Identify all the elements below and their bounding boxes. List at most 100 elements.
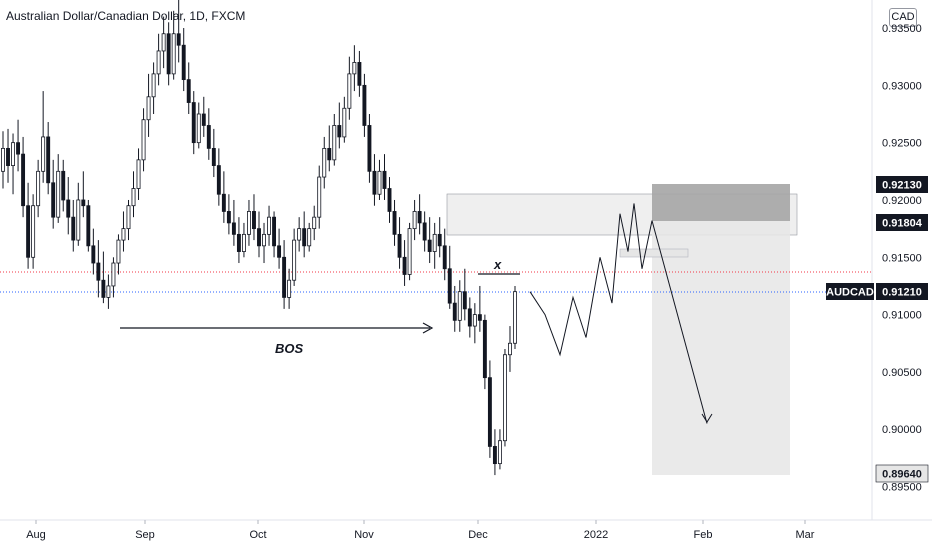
candle bbox=[121, 211, 126, 252]
candle bbox=[297, 217, 302, 252]
price-badge-1: 0.91804 bbox=[876, 214, 928, 231]
candle bbox=[327, 125, 332, 172]
price-badge-2: 0.89640 bbox=[875, 464, 929, 483]
svg-text:0.91804: 0.91804 bbox=[882, 218, 923, 230]
candle bbox=[332, 114, 337, 166]
svg-text:AUDCAD: AUDCAD bbox=[826, 287, 874, 299]
target-zone[interactable] bbox=[652, 221, 790, 475]
candle bbox=[412, 199, 417, 241]
price-badge-0: 0.92130 bbox=[876, 176, 928, 193]
x-tick-label: 2022 bbox=[584, 529, 608, 541]
y-tick-label: 0.93000 bbox=[882, 80, 922, 92]
candle bbox=[482, 314, 487, 390]
candle bbox=[467, 297, 472, 338]
x-tick-label: Feb bbox=[694, 529, 713, 541]
candle bbox=[417, 194, 422, 235]
candle bbox=[66, 177, 71, 235]
candle bbox=[252, 194, 256, 241]
candle bbox=[292, 228, 297, 286]
candle bbox=[367, 114, 372, 183]
candle bbox=[272, 211, 277, 258]
projection-path[interactable] bbox=[529, 203, 708, 424]
candle bbox=[76, 182, 81, 246]
candle bbox=[51, 159, 56, 229]
candle bbox=[231, 199, 236, 246]
candle bbox=[422, 211, 427, 252]
y-tick-label: 0.92500 bbox=[882, 138, 922, 150]
candle bbox=[186, 62, 191, 114]
candle bbox=[201, 96, 206, 137]
candle bbox=[307, 222, 312, 252]
x-tick-label: Sep bbox=[135, 529, 155, 541]
candle bbox=[387, 177, 392, 223]
y-tick-label: 0.91500 bbox=[882, 252, 922, 264]
candle bbox=[317, 165, 322, 229]
candle bbox=[126, 199, 131, 241]
candle bbox=[513, 285, 517, 349]
candle bbox=[287, 268, 292, 309]
candle bbox=[81, 171, 86, 218]
candle bbox=[462, 268, 467, 321]
candle bbox=[407, 222, 412, 281]
candle bbox=[96, 240, 101, 298]
x-tick-label: Dec bbox=[468, 529, 488, 541]
svg-text:0.89640: 0.89640 bbox=[882, 469, 922, 481]
y-tick-label: 0.92000 bbox=[882, 195, 922, 207]
price-axis[interactable]: 0.93500 0.93000 0.92500 0.92000 0.91500 0.910… bbox=[882, 23, 922, 494]
x-tick-label: Aug bbox=[26, 529, 46, 541]
candle bbox=[111, 257, 116, 298]
candle bbox=[437, 217, 442, 258]
candle bbox=[397, 217, 402, 269]
candle bbox=[206, 108, 211, 160]
candle bbox=[312, 205, 317, 241]
candle bbox=[342, 96, 347, 143]
candle bbox=[116, 234, 121, 275]
time-axis[interactable]: Aug Sep Oct Nov Dec 2022 Feb Mar bbox=[26, 520, 815, 541]
candle bbox=[171, 10, 176, 80]
x-tick-label: Oct bbox=[249, 529, 266, 541]
candle bbox=[508, 326, 512, 372]
zones-layer bbox=[446, 184, 798, 475]
candle bbox=[91, 228, 96, 275]
y-tick-label: 0.93500 bbox=[882, 23, 922, 35]
candle bbox=[262, 222, 266, 264]
y-tick-label: 0.90000 bbox=[882, 424, 922, 436]
candle bbox=[46, 122, 51, 195]
candle bbox=[267, 205, 271, 246]
candle bbox=[277, 228, 282, 269]
candle bbox=[211, 128, 216, 178]
entry-zone[interactable] bbox=[652, 184, 790, 221]
candle bbox=[141, 108, 146, 172]
candle bbox=[377, 159, 382, 200]
candle bbox=[221, 171, 226, 223]
candle bbox=[362, 73, 367, 137]
candle bbox=[1, 131, 5, 189]
candle bbox=[31, 194, 36, 269]
candle bbox=[322, 136, 327, 189]
candle bbox=[487, 360, 492, 458]
candle bbox=[11, 133, 15, 195]
candle bbox=[176, 0, 181, 63]
svg-text:0.91210: 0.91210 bbox=[882, 287, 922, 299]
svg-text:0.92130: 0.92130 bbox=[882, 180, 922, 192]
candle bbox=[452, 285, 457, 332]
candle bbox=[131, 171, 136, 218]
bos-arrow[interactable] bbox=[120, 322, 434, 334]
y-tick-label: 0.89500 bbox=[882, 482, 922, 494]
candle bbox=[442, 228, 447, 281]
projection-arrowhead bbox=[701, 413, 713, 423]
x-tick-label: Mar bbox=[796, 529, 815, 541]
currency-selector-button[interactable]: CAD bbox=[889, 8, 917, 27]
candle bbox=[61, 159, 66, 212]
candle bbox=[166, 22, 171, 86]
bos-label: BOS bbox=[275, 341, 304, 356]
candle bbox=[402, 240, 407, 286]
candle bbox=[302, 211, 307, 258]
small-zone[interactable] bbox=[619, 248, 689, 258]
candle bbox=[427, 217, 432, 264]
candle bbox=[151, 62, 156, 114]
candle bbox=[236, 217, 241, 264]
candle bbox=[392, 199, 397, 246]
candle bbox=[497, 429, 502, 470]
